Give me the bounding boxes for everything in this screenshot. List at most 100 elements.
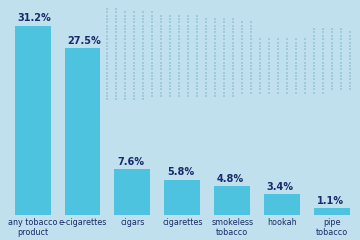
Point [176,47,182,51]
Point [185,34,191,38]
Point [284,57,290,61]
Point [212,54,218,58]
Point [167,54,173,58]
Point [114,21,120,24]
Point [320,87,326,91]
Point [167,67,173,71]
Point [329,57,335,61]
Point [320,67,326,71]
Point [212,37,218,41]
Point [221,91,227,95]
Point [221,74,227,78]
Point [176,84,182,88]
Point [329,81,335,84]
Point [311,64,317,68]
Point [132,37,138,41]
Point [194,44,200,48]
Point [185,81,191,84]
Point [140,57,146,61]
Point [293,71,299,74]
Point [266,81,272,84]
Point [356,60,360,64]
Point [239,77,245,81]
Point [221,81,227,84]
Text: 27.5%: 27.5% [67,36,101,46]
Point [176,30,182,34]
Point [275,57,281,61]
Point [347,71,353,74]
Point [105,21,111,24]
Point [248,60,254,64]
Point [185,57,191,61]
Point [239,27,245,31]
Point [320,60,326,64]
Point [257,87,263,91]
Point [311,37,317,41]
Point [132,64,138,68]
Point [311,51,317,54]
Bar [15,26,50,215]
Point [230,34,236,38]
Point [230,21,236,24]
Point [158,41,164,44]
Point [185,17,191,21]
Point [194,41,200,44]
Point [185,27,191,31]
Point [123,34,129,38]
Point [203,41,209,44]
Text: 7.6%: 7.6% [117,156,144,167]
Point [311,91,317,95]
Point [221,51,227,54]
Point [105,74,111,78]
Point [284,67,290,71]
Point [230,67,236,71]
Point [284,47,290,51]
Point [284,77,290,81]
Point [132,54,138,58]
Point [302,51,308,54]
Point [176,94,182,98]
Point [185,24,191,28]
Point [266,74,272,78]
Point [230,47,236,51]
Point [284,51,290,54]
Point [176,87,182,91]
Point [149,94,155,98]
Point [311,27,317,31]
Point [257,57,263,61]
Point [275,87,281,91]
Point [311,87,317,91]
Point [284,91,290,95]
Point [114,37,120,41]
Point [212,67,218,71]
Point [123,77,129,81]
Point [114,60,120,64]
Point [239,30,245,34]
Point [185,94,191,98]
Point [167,51,173,54]
Point [203,74,209,78]
Point [212,94,218,98]
Point [311,60,317,64]
Point [347,84,353,88]
Point [356,77,360,81]
Point [311,30,317,34]
Point [114,84,120,88]
Point [293,91,299,95]
Point [302,64,308,68]
Point [257,51,263,54]
Bar [264,194,300,215]
Point [203,84,209,88]
Point [266,77,272,81]
Point [114,41,120,44]
Point [105,34,111,38]
Point [132,51,138,54]
Point [248,81,254,84]
Point [221,24,227,28]
Point [185,91,191,95]
Point [149,11,155,14]
Point [275,91,281,95]
Point [320,51,326,54]
Point [167,81,173,84]
Point [167,94,173,98]
